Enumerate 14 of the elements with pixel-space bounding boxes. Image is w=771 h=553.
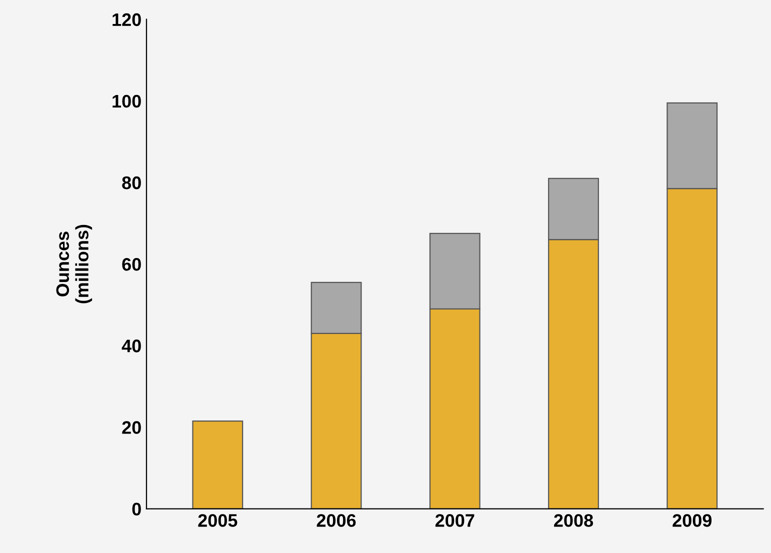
y-tick-label: 0 (132, 502, 141, 516)
y-axis-title: Ounces (millions) (56, 224, 92, 304)
y-tick-label: 60 (122, 258, 141, 271)
x-tick-label: 2008 (554, 514, 594, 527)
x-tick-label: 2007 (435, 514, 474, 527)
bar (192, 420, 244, 509)
y-tick-label: 20 (122, 421, 141, 434)
y-tick-label: 40 (122, 340, 141, 352)
y-tick-label: 120 (112, 13, 141, 26)
x-tick-label: 2005 (198, 514, 238, 527)
y-tick-label: 100 (112, 94, 141, 108)
y-tick-label: 80 (122, 176, 141, 190)
x-tick-label: 2006 (316, 514, 356, 527)
x-tick-label: 2009 (672, 514, 712, 527)
